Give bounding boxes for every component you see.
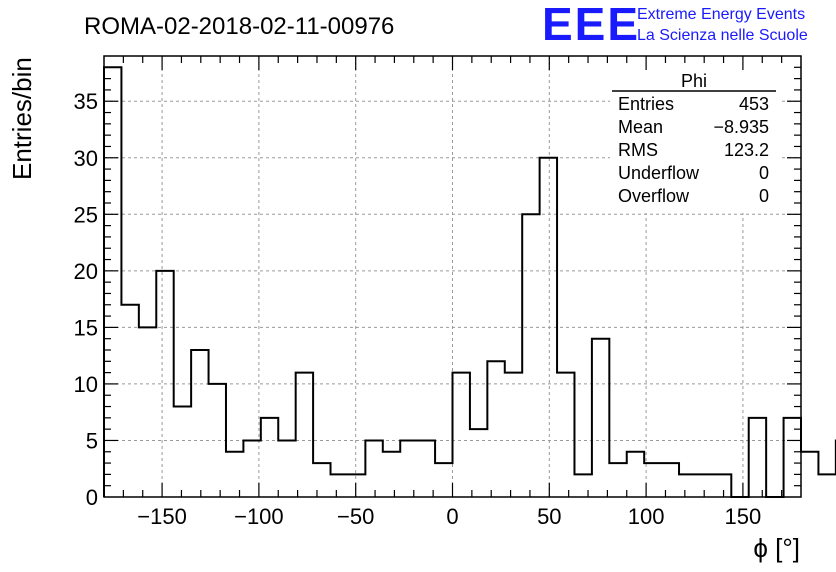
histogram-bin	[818, 474, 835, 497]
x-tick-label: −100	[234, 504, 284, 529]
histogram-bin	[243, 440, 260, 497]
y-tick-label: 0	[86, 485, 98, 510]
histogram-bin	[470, 429, 487, 497]
histogram-bin	[261, 418, 278, 497]
histogram-bin	[609, 463, 626, 497]
histogram-bin	[522, 214, 539, 497]
stats-row-label: Mean	[618, 117, 663, 137]
y-tick-label: 10	[74, 372, 98, 397]
histogram-bin	[226, 452, 243, 497]
eee-logo: EEE	[542, 0, 640, 50]
y-tick-label: 15	[74, 315, 98, 340]
histogram-bin	[400, 440, 417, 497]
x-tick-label: 100	[628, 504, 665, 529]
histogram-bin	[557, 373, 574, 497]
stats-box: Phi Entries 453 Mean −8.935 RMS 123.2 Underflo…	[610, 70, 780, 213]
x-tick-label: 0	[446, 504, 458, 529]
histogram-bin	[487, 361, 504, 497]
histogram-bin	[679, 474, 696, 497]
stats-row-label: Overflow	[618, 186, 690, 206]
histogram-bin	[801, 452, 818, 497]
histogram-bin	[174, 407, 191, 497]
x-tick-label: −50	[337, 504, 374, 529]
histogram-bin	[574, 474, 591, 497]
stats-title: Phi	[681, 71, 707, 91]
x-tick-label: −150	[137, 504, 187, 529]
histogram-bin	[592, 339, 609, 497]
histogram-bin	[418, 440, 435, 497]
stats-box-background	[610, 70, 780, 213]
histogram-bin	[365, 440, 382, 497]
stats-row-value: 0	[759, 163, 769, 183]
eee-logo-line1: Extreme Energy Events	[637, 6, 805, 23]
histogram-bin	[209, 384, 226, 497]
histogram-bin	[505, 373, 522, 497]
histogram-bin	[453, 373, 470, 497]
histogram-bin	[191, 350, 208, 497]
stats-row-value: 453	[739, 94, 769, 114]
histogram-bin	[296, 373, 313, 497]
histogram-bin	[313, 463, 330, 497]
histogram-bin	[435, 463, 452, 497]
histogram-bin	[714, 474, 731, 497]
stats-rows: Entries 453 Mean −8.935 RMS 123.2 Underflow 0 Ov…	[618, 94, 769, 206]
x-tick-label: 150	[725, 504, 762, 529]
axis-ticks	[104, 56, 801, 497]
histogram-bin	[278, 440, 295, 497]
stats-row-label: Underflow	[618, 163, 700, 183]
histogram-bin	[644, 463, 661, 497]
x-tick-label: 50	[537, 504, 561, 529]
histogram-bin	[627, 452, 644, 497]
histogram-bin	[121, 305, 138, 497]
stats-row-value: 123.2	[724, 140, 769, 160]
y-tick-label: 20	[74, 259, 98, 284]
stats-row-label: Entries	[618, 94, 674, 114]
y-tick-label: 5	[86, 428, 98, 453]
run-title: ROMA-02-2018-02-11-00976	[84, 13, 394, 40]
histogram-bin	[348, 474, 365, 497]
y-tick-label: 25	[74, 202, 98, 227]
x-tick-labels: −150 −100 −50 0 50 100 150	[137, 504, 761, 529]
x-axis-title: ϕ [°]	[753, 533, 800, 563]
histogram-bin	[139, 327, 156, 497]
eee-logo-line2: La Scienza nelle Scuole	[637, 27, 808, 44]
histogram-bin	[749, 418, 766, 497]
y-tick-label: 30	[74, 146, 98, 171]
stats-row-value: 0	[759, 186, 769, 206]
histogram-bin	[383, 452, 400, 497]
histogram-bin	[662, 463, 679, 497]
y-tick-labels: 0 5 10 15 20 25 30 35	[74, 89, 98, 510]
y-tick-label: 35	[74, 89, 98, 114]
histogram-bin	[696, 474, 713, 497]
y-axis-title: Entries/bin	[7, 57, 37, 180]
stats-row-value: −8.935	[713, 117, 769, 137]
stats-row-label: RMS	[618, 140, 658, 160]
histogram-bin	[331, 474, 348, 497]
